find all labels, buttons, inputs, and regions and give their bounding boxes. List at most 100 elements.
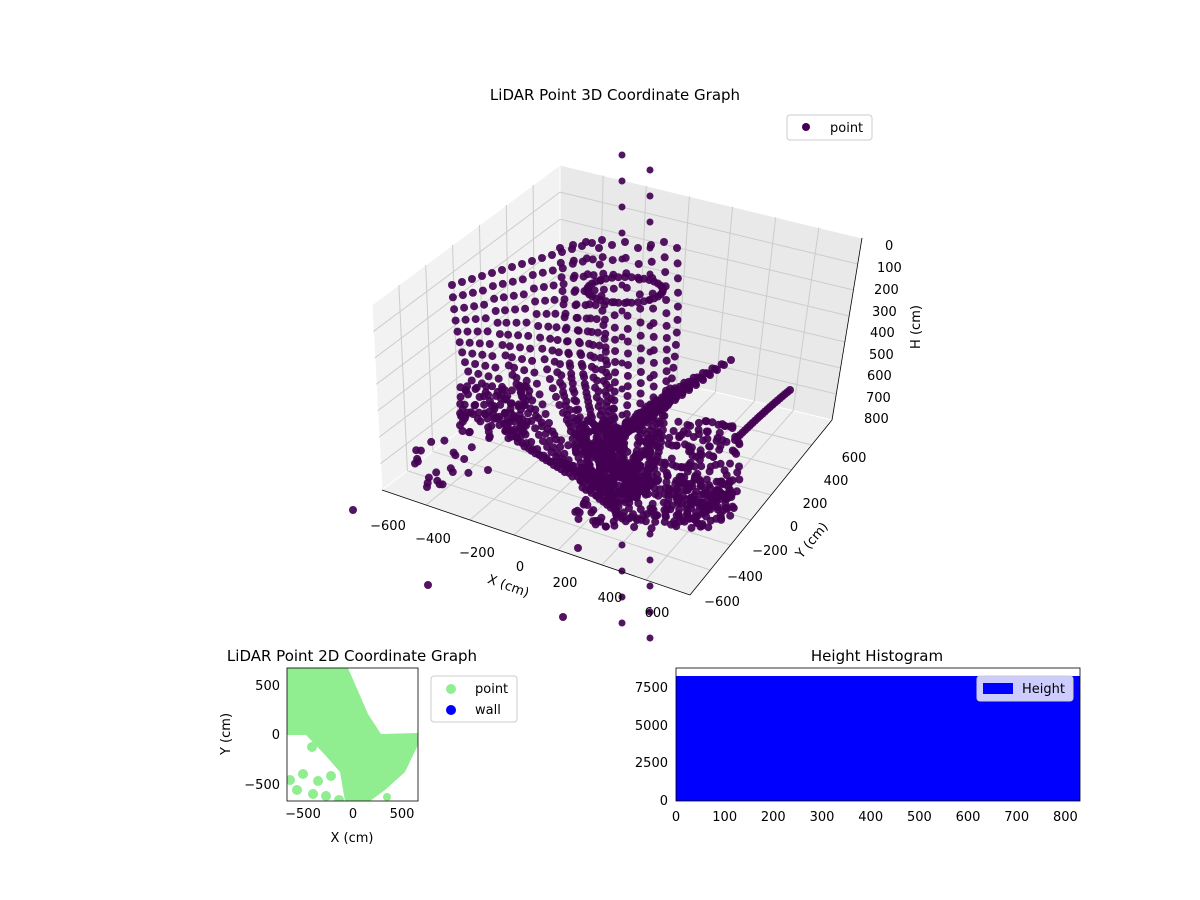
lidar-point (571, 286, 580, 295)
lidar-point (650, 484, 659, 493)
z-axis-label-3d: H (cm) (909, 305, 924, 349)
lidar-point (595, 460, 604, 469)
lidar-point (625, 479, 633, 488)
lidar-point (599, 486, 608, 495)
x-tick-label: 200 (761, 810, 786, 825)
lidar-point (499, 293, 508, 302)
lidar-point (602, 274, 610, 283)
z-ticks-3d: 0 100 200 300 400 500 600 700 800 (864, 239, 902, 427)
lidar-point (511, 305, 520, 314)
lidar-point (680, 427, 688, 436)
lidar-point (551, 309, 560, 318)
lidar-point (532, 310, 541, 318)
lidar-point (503, 425, 511, 434)
lidar-point (541, 429, 550, 438)
lidar-point (465, 427, 474, 436)
lidar-point (633, 491, 641, 500)
lidar-point (662, 505, 671, 514)
lidar-point (543, 442, 552, 451)
lidar-point (592, 516, 600, 525)
lidar-point (599, 321, 608, 330)
lidar-point (614, 481, 623, 490)
lidar-point (697, 462, 706, 471)
lidar-point (586, 314, 595, 323)
lidar-point (564, 348, 573, 357)
lidar-point (636, 318, 645, 327)
lidar-point (608, 241, 616, 249)
lidar-point (506, 409, 515, 417)
y-tick-label: 0 (790, 520, 798, 535)
lidar-point (610, 521, 619, 530)
lidar-point (658, 283, 667, 292)
point-blob (308, 789, 318, 799)
lidar-point (618, 385, 626, 393)
lidar-point (485, 340, 494, 348)
lidar-point (522, 383, 531, 392)
lidar-point (660, 490, 669, 499)
lidar-point (609, 475, 618, 484)
lidar-point (509, 291, 518, 300)
legend-marker-point (802, 123, 810, 131)
x-tick-label: −500 (285, 807, 321, 822)
lidar-point (413, 457, 422, 466)
lidar-point (669, 363, 678, 372)
lidar-point (580, 373, 589, 382)
lidar-point (572, 440, 581, 449)
lidar-point (689, 433, 698, 441)
lidar-point (492, 413, 500, 422)
lidar-point (662, 321, 671, 330)
lidar-point (687, 523, 696, 532)
lidar-point (516, 343, 524, 352)
lidar-point (480, 400, 489, 409)
x-axis-line (381, 489, 691, 596)
lidar-point (574, 326, 583, 335)
lidar-point (482, 382, 491, 391)
x-tick-label: 0 (516, 560, 524, 575)
lidar-point (540, 355, 549, 364)
lidar-point (539, 283, 548, 291)
lidar-point (590, 440, 599, 449)
lidar-point (664, 440, 673, 448)
lidar-point (450, 305, 459, 314)
lidar-point (623, 392, 632, 400)
lidar-point (526, 344, 535, 353)
lidar-point (596, 397, 605, 406)
legend-label-point: point (475, 682, 508, 697)
lidar-point (564, 441, 573, 450)
x-ticks-3d: −600 −400 −200 0 200 400 600 (370, 519, 669, 621)
x-tick-label: −200 (459, 546, 495, 561)
lidar-point (463, 327, 472, 336)
lidar-point (504, 330, 513, 339)
lidar-point (693, 519, 701, 527)
lidar-point (597, 407, 606, 415)
lidar-point (646, 426, 654, 434)
lidar-point (726, 422, 735, 431)
histogram-title: Height Histogram (811, 647, 943, 665)
chart-3d-title: LiDAR Point 3D Coordinate Graph (490, 86, 740, 104)
x-tick-label: 300 (810, 810, 835, 825)
lidar-point (636, 429, 645, 438)
lidar-point (424, 473, 433, 482)
lidar-point (610, 404, 618, 413)
lidar-point (590, 353, 599, 362)
lidar-point (588, 239, 596, 247)
lidar-point (559, 280, 568, 288)
lidar-point (647, 416, 656, 425)
lidar-point (611, 358, 620, 366)
lidar-point (495, 330, 504, 339)
lidar-point (677, 499, 686, 508)
lidar-point (694, 418, 703, 427)
lidar-point (554, 348, 563, 357)
lidar-point (618, 333, 626, 341)
lidar-point (672, 484, 681, 493)
lidar-point (561, 325, 570, 334)
grid-line (425, 264, 434, 452)
lidar-point (533, 445, 542, 454)
lidar-point (416, 446, 425, 455)
lidar-point (674, 288, 682, 297)
lidar-point (458, 348, 467, 357)
lidar-point (478, 272, 486, 280)
lidar-point (456, 421, 464, 430)
lidar-point (483, 414, 492, 423)
lidar-point (563, 337, 571, 346)
